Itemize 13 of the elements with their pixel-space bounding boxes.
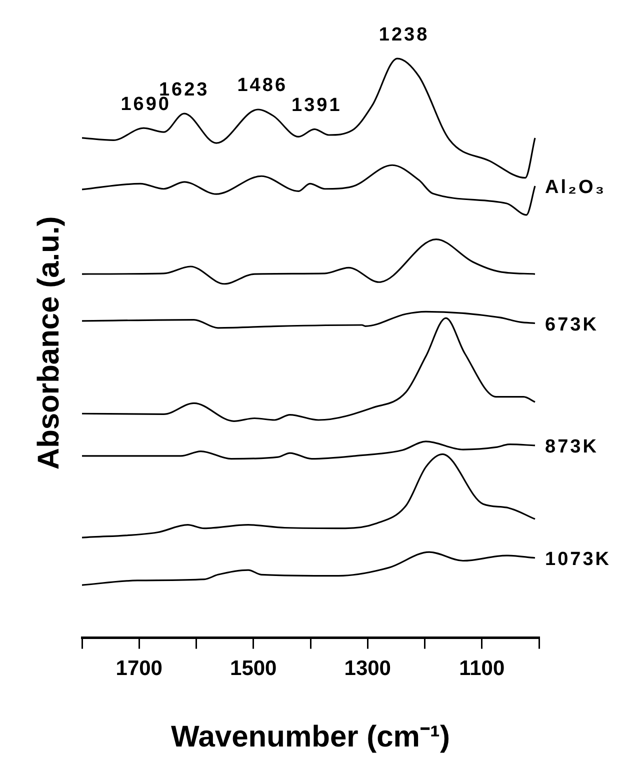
text: 873K — [545, 436, 597, 458]
text: 673K — [545, 314, 597, 336]
x-axis-title: Wavenumber (cm⁻¹) — [171, 720, 450, 754]
x-tick-label: 1700 — [116, 657, 162, 680]
x-tick-label: 1300 — [344, 657, 391, 680]
text: Al₂O₃ — [545, 177, 604, 198]
y-axis-title: Absorbance (a.u.) — [32, 216, 66, 470]
annotation: 1238 — [378, 24, 428, 46]
text: 1073K — [545, 549, 610, 570]
annotation: 1486 — [237, 75, 286, 96]
annotation: 1391 — [292, 94, 340, 116]
x-tick-label: 1100 — [459, 657, 505, 680]
x-tick-label: 1500 — [230, 657, 277, 680]
